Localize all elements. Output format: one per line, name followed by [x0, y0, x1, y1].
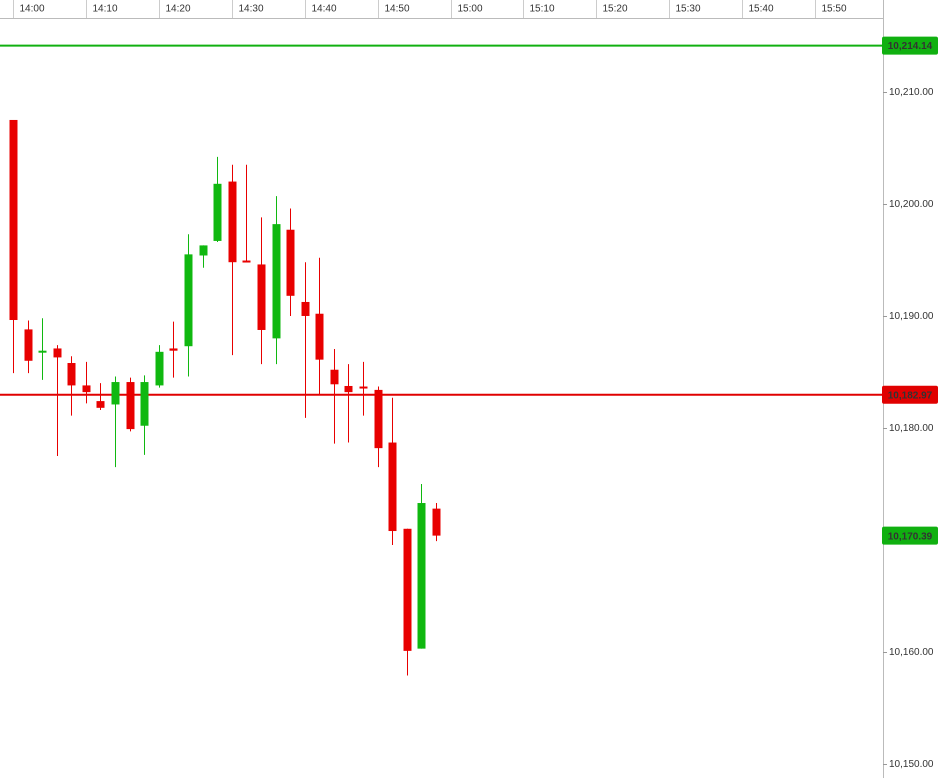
candle-body — [374, 389, 383, 449]
candle-body — [257, 264, 266, 330]
candle-body — [228, 181, 237, 263]
candle-body — [82, 385, 91, 393]
x-tick-label: 14:00 — [20, 4, 45, 15]
price-line-label: 10,214.14 — [888, 41, 933, 52]
last-price-label: 10,170.39 — [888, 531, 933, 542]
x-tick-label: 15:20 — [603, 4, 628, 15]
candle-body — [38, 350, 47, 353]
candle-body — [388, 442, 397, 532]
x-tick-label: 15:00 — [458, 4, 483, 15]
candle-body — [67, 363, 76, 386]
candle-body — [199, 245, 208, 256]
candle-body — [272, 224, 281, 339]
candle-body — [9, 119, 18, 321]
candle-body — [213, 183, 222, 241]
candle-body — [432, 508, 441, 536]
y-tick-label: 10,210.00 — [889, 87, 934, 98]
candle-body — [126, 382, 135, 430]
candle-body — [417, 503, 426, 649]
candle-body — [330, 369, 339, 385]
price-line-box — [882, 36, 938, 55]
candle-body — [169, 348, 178, 351]
candle-body — [359, 386, 368, 389]
candle-body — [301, 301, 310, 316]
x-tick-label: 14:10 — [93, 4, 118, 15]
x-tick-label: 14:50 — [385, 4, 410, 15]
y-tick-label: 10,200.00 — [889, 199, 934, 210]
x-tick-label: 15:10 — [530, 4, 555, 15]
candle-body — [344, 385, 353, 393]
x-tick-label: 14:30 — [239, 4, 264, 15]
candle-body — [111, 382, 120, 405]
candle-body — [242, 260, 251, 263]
price-line-label: 10,182.97 — [888, 390, 933, 401]
candle-body — [403, 528, 412, 651]
x-tick-label: 14:20 — [166, 4, 191, 15]
candle-body — [24, 329, 33, 361]
candle-body — [53, 348, 62, 358]
candle-body — [184, 254, 193, 347]
candle-body — [155, 351, 164, 386]
candle-body — [286, 229, 295, 296]
x-tick-label: 15:50 — [822, 4, 847, 15]
y-tick-label: 10,180.00 — [889, 423, 934, 434]
candle-body — [96, 401, 105, 408]
y-tick-label: 10,150.00 — [889, 759, 934, 770]
candle-body — [315, 313, 324, 360]
price-line-box — [882, 385, 938, 404]
y-tick-label: 10,160.00 — [889, 647, 934, 658]
y-tick-label: 10,190.00 — [889, 311, 934, 322]
last-price-box — [882, 526, 938, 545]
x-tick-label: 14:40 — [312, 4, 337, 15]
x-tick-label: 15:30 — [676, 4, 701, 15]
x-tick-label: 15:40 — [749, 4, 774, 15]
candle-body — [140, 382, 149, 426]
